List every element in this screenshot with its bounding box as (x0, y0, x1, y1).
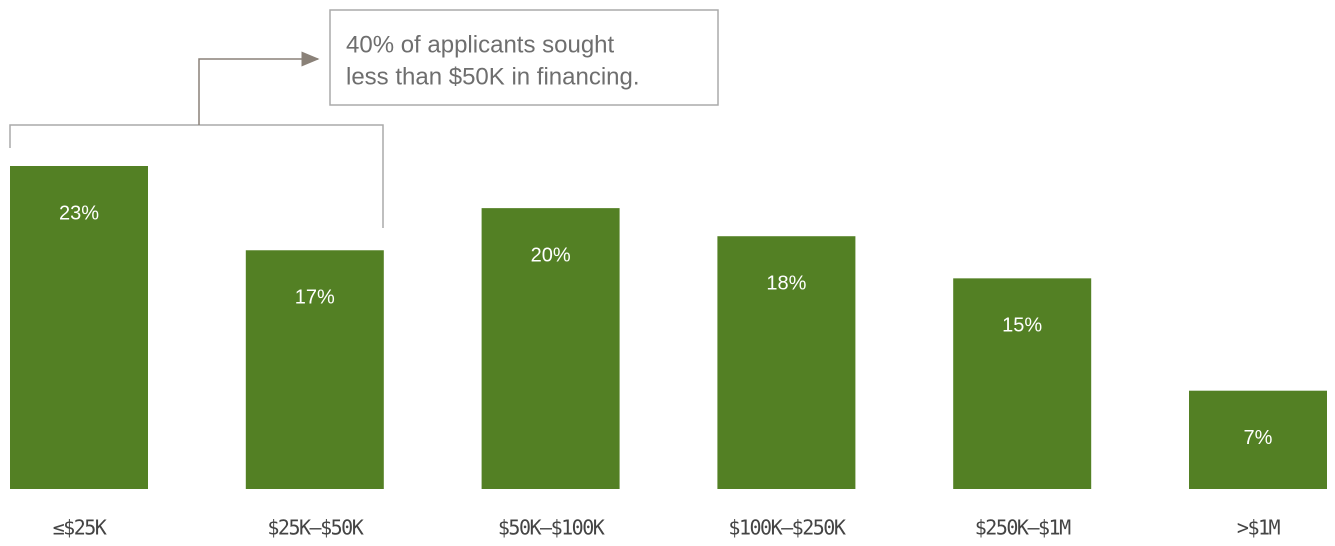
annotation-line: 40% of applicants sought (346, 31, 615, 58)
annotation-line: less than $50K in financing. (346, 63, 640, 90)
value-label: 15% (1002, 315, 1042, 337)
annotation-box (329, 9, 719, 106)
bar (245, 250, 384, 489)
bar (481, 208, 620, 489)
x-tick-label: $250K–$1M (975, 516, 1071, 540)
value-label: 7% (1244, 427, 1273, 449)
value-label: 17% (295, 287, 335, 309)
value-label: 18% (766, 272, 806, 294)
bracket (9, 124, 384, 228)
x-tick-label: $100K–$250K (728, 516, 845, 540)
x-tick-label: $50K–$100K (498, 516, 605, 540)
bar (717, 236, 856, 489)
bar (10, 166, 148, 489)
x-tick-label: >$1M (1237, 516, 1281, 540)
bar (1189, 390, 1327, 489)
x-tick-label: $25K–$50K (267, 516, 363, 540)
arrow (198, 51, 320, 125)
x-tick-label: ≤$25K (53, 516, 107, 540)
value-label: 23% (59, 202, 99, 224)
bar (953, 278, 1092, 489)
value-label: 20% (531, 244, 571, 266)
